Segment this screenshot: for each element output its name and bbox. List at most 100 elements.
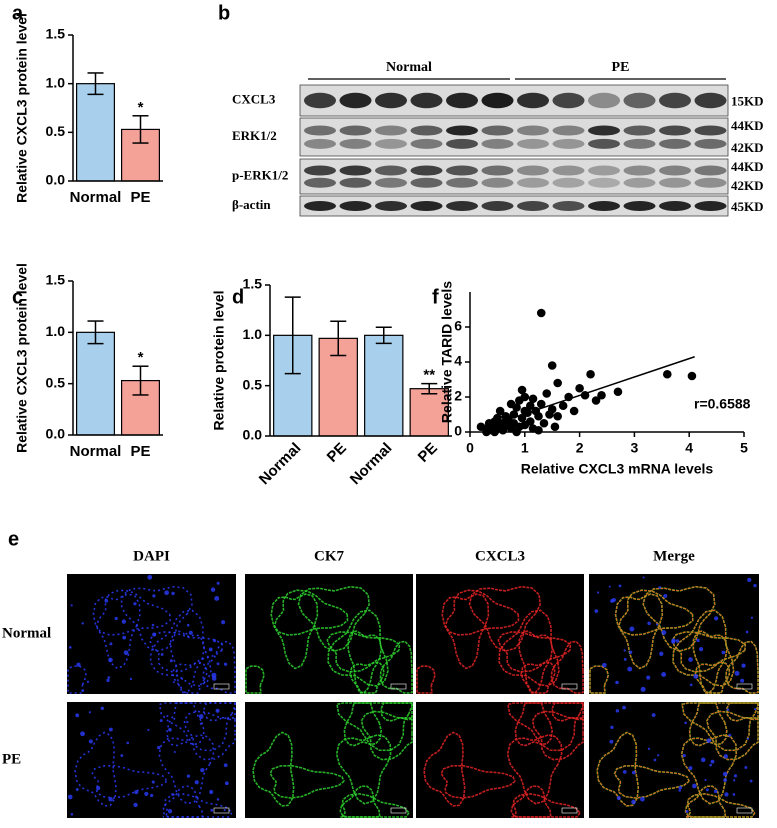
x-tick-label: Normal	[347, 440, 396, 489]
band	[552, 177, 585, 188]
nucleus	[157, 745, 161, 750]
micrograph	[416, 702, 584, 818]
nucleus	[106, 678, 110, 683]
nucleus	[740, 678, 745, 683]
point	[525, 417, 535, 426]
nucleus	[75, 788, 79, 791]
nucleus	[181, 677, 184, 680]
nucleus	[198, 714, 204, 719]
nucleus	[629, 626, 635, 632]
nucleus	[86, 680, 90, 683]
band	[375, 177, 407, 188]
band	[517, 201, 549, 211]
y-axis-label: Relative CXCL3 protein level	[14, 263, 30, 453]
size-label: 15KD	[731, 93, 764, 108]
tissue-outline	[252, 731, 295, 807]
size-label: 44KD	[731, 159, 764, 174]
y-tick-label: 1.5	[243, 276, 263, 292]
point	[542, 389, 552, 398]
nucleus	[152, 632, 157, 637]
band	[481, 92, 514, 109]
nucleus	[732, 793, 736, 796]
nucleus	[216, 581, 220, 585]
nucleus	[753, 707, 757, 711]
y-tick-label: 0.0	[243, 427, 263, 443]
scale-bar	[736, 683, 753, 690]
band	[694, 177, 727, 188]
fit-line	[486, 356, 695, 428]
band	[304, 138, 336, 149]
error-bar	[87, 72, 104, 96]
nucleus	[615, 680, 619, 685]
tissue-outline	[589, 665, 609, 694]
point	[662, 369, 672, 379]
nucleus	[710, 759, 715, 764]
micrograph	[245, 574, 413, 694]
band	[339, 138, 372, 149]
y-tick-label: 4	[454, 353, 462, 369]
band	[552, 165, 585, 176]
tissue-outline	[618, 589, 694, 636]
nucleus	[133, 802, 138, 808]
y-tick-label: 0.5	[46, 374, 66, 390]
blot-strip	[299, 195, 729, 217]
nucleus	[728, 733, 732, 737]
nucleus	[685, 809, 689, 813]
x-tick-label: PE	[130, 189, 150, 206]
scale-bar	[390, 807, 407, 814]
significance: **	[423, 367, 435, 384]
tissue-outline	[511, 792, 581, 818]
point	[525, 401, 535, 411]
nucleus	[629, 650, 633, 654]
tissue-outline	[347, 630, 383, 694]
nucleus	[747, 577, 752, 583]
band	[588, 92, 620, 109]
nucleus	[646, 675, 651, 680]
x-tick-label: Normal	[256, 440, 305, 489]
band	[446, 138, 478, 149]
tissue-outline	[158, 734, 215, 805]
nucleus	[80, 731, 85, 737]
panel-letter: e	[8, 528, 19, 550]
point	[536, 308, 546, 318]
point	[550, 422, 560, 432]
nucleus	[631, 770, 636, 775]
point	[586, 369, 595, 379]
panel-letter: d	[232, 286, 244, 308]
nucleus	[186, 623, 190, 627]
band	[375, 125, 407, 136]
nucleus	[208, 647, 213, 652]
nucleus	[602, 662, 607, 668]
tissue-outline	[596, 731, 639, 807]
nucleus	[689, 683, 693, 687]
band	[623, 138, 656, 149]
band	[339, 125, 372, 136]
nucleus	[96, 785, 101, 791]
bar	[75, 83, 115, 182]
nucleus	[726, 708, 730, 712]
error-bar	[284, 296, 301, 375]
band	[517, 125, 549, 136]
point	[482, 427, 491, 437]
point	[528, 394, 538, 404]
tissue-outline	[170, 630, 205, 694]
point	[553, 378, 562, 388]
tissue-outline	[506, 734, 563, 805]
tissue-outline	[615, 593, 663, 669]
nucleus	[642, 576, 645, 579]
y-tick-label: 0.5	[243, 376, 263, 392]
tissue-outline	[440, 764, 516, 799]
y-tick-label: 0.0	[46, 426, 66, 442]
point	[534, 411, 543, 421]
nucleus	[171, 793, 174, 796]
nucleus	[647, 747, 651, 750]
nucleus	[223, 763, 228, 768]
micrograph-bg	[245, 574, 413, 694]
band	[410, 138, 443, 149]
nucleus	[120, 754, 124, 757]
nucleus	[114, 616, 118, 621]
band	[517, 165, 549, 176]
y-tick-label: 2	[454, 388, 462, 404]
tissue-outline	[681, 734, 737, 805]
micrograph	[67, 574, 236, 694]
